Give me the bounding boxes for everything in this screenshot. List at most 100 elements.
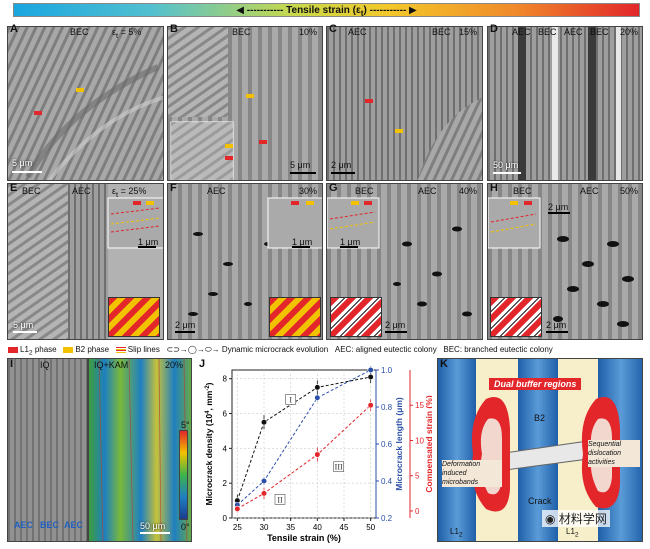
panel-g-scale-label: 2 μm [385, 320, 406, 330]
series-I-label: I [289, 395, 292, 404]
series-I-point [367, 373, 374, 381]
x-tick-label: 50 [366, 523, 375, 532]
strain-arrow-right-icon: ----------- ▶ [366, 5, 417, 16]
panel-h-phase-schematic [490, 297, 542, 337]
panel-c-strain: 15% [459, 27, 478, 37]
panel-g-phase-schematic [330, 297, 382, 337]
left-axis-label-part: Microcrack density (10 [204, 414, 214, 506]
panel-e-letter: E [10, 182, 18, 194]
panel-f-inset-scalebar [292, 246, 310, 248]
panel-i-iqkam-title: IQ+KAM [94, 360, 129, 370]
dual-buffer-title: Dual buffer regions [489, 378, 582, 390]
series-I-line [236, 376, 371, 501]
tensile-strain-bar: ◀ ----------- Tensile strain (εt) ------… [13, 3, 640, 18]
b2-marker [76, 88, 84, 92]
panel-f-image [168, 184, 322, 339]
panel-e-inset-scale-label: 1 μm [138, 237, 159, 247]
l12-marker [365, 99, 373, 103]
panel-e-strain-sub: t [116, 189, 119, 199]
panel-i-scale-label: 50 μm [140, 521, 166, 531]
panel-g-inset-scale-label: 1 μm [340, 237, 361, 247]
panel-k-l12-left: L12 [450, 527, 463, 539]
panel-h-colony-right: AEC [580, 186, 599, 196]
l12-marker [225, 156, 233, 160]
panel-a-scale-label: 5 μm [12, 158, 33, 168]
legend-l12: L1 [20, 345, 29, 354]
right1-axis-label: Microcrack length (μm) [394, 397, 404, 491]
panel-c-letter: C [329, 23, 337, 35]
left-tick-label: 2 [223, 479, 228, 488]
panel-e-inset-scalebar [138, 246, 156, 248]
panel-i-label-aec-2: AEC [64, 520, 84, 530]
panel-a-sem [7, 26, 164, 181]
series-II-label-box [274, 494, 286, 505]
strain-bar-title-end: ) [363, 5, 367, 16]
panel-i-iq-title: IQ [40, 360, 50, 370]
panel-d-colony-2: BEC [538, 27, 557, 37]
left-axis-label-part: ) [204, 382, 214, 385]
kam-colorbar-max: 5° [181, 420, 190, 430]
b2-marker [395, 129, 403, 133]
right1-tick-label: 0.2 [381, 514, 393, 523]
panel-g-scalebar [385, 331, 407, 333]
panel-i-strain: 20% [165, 360, 184, 370]
x-tick-label: 40 [313, 523, 322, 532]
x-tick-label: 25 [233, 523, 242, 532]
panel-f-scale-label: 2 μm [175, 320, 196, 330]
l12-marker [34, 111, 42, 115]
panel-k-l12-left-sub: 2 [458, 531, 463, 539]
panel-i-kam-image [89, 359, 191, 541]
panel-h-scale-label: 2 μm [546, 320, 567, 330]
panel-d-colony-1: AEC [512, 27, 531, 37]
panel-k-left-note: Deformation induced microbands [442, 460, 502, 487]
panel-c-sem [326, 26, 483, 181]
strain-arrow-left-icon: ◀ ----------- [236, 5, 287, 16]
microcrack-evolution-icon: ⊂⊃→◯→⬭→ [166, 345, 220, 354]
panel-a-strain: εt = 5% [112, 27, 141, 40]
panel-c-image [327, 27, 482, 180]
series-III-point [234, 505, 241, 512]
panel-b-letter: B [170, 23, 178, 35]
panel-b-strain: 10% [299, 27, 318, 37]
panel-e-colony-right: AEC [72, 186, 91, 196]
legend-slip: Slip lines [127, 345, 160, 354]
panel-b-scale-label: 5 μm [290, 160, 311, 170]
watermark: ◉ 材料学网 [542, 510, 610, 527]
panel-c-scale-label: 2 μm [331, 160, 352, 170]
panel-e-strain: εt = 25% [112, 186, 146, 199]
panel-e-phase-schematic [108, 297, 160, 337]
series-II-label: II [277, 495, 283, 504]
panel-h-inset-scale-label: 2 μm [548, 202, 569, 212]
left-axis-label-part: , mm [204, 390, 214, 410]
right1-tick-label: 0.8 [381, 403, 393, 412]
panel-d-colony-4: BEC [590, 27, 609, 37]
panel-a-strain-value: = 5% [118, 27, 142, 37]
slip-swatch [115, 346, 126, 353]
series-II-point [260, 477, 268, 485]
legend-l12-end: phase [32, 345, 57, 354]
legend-dynamic: Dynamic microcrack evolution [221, 345, 329, 354]
panel-h-letter: H [490, 182, 498, 194]
panel-i-label-bec: BEC [40, 520, 60, 530]
panel-c-colony-right: BEC [432, 27, 451, 37]
x-tick-label: 45 [340, 523, 349, 532]
panel-e-colony-left: BEC [22, 186, 41, 196]
x-axis-label: Tensile strain (%) [267, 533, 341, 543]
l12-marker [259, 140, 267, 144]
right2-tick-label: 5 [415, 472, 420, 481]
panel-f-inset-scale-label: 1 μm [292, 237, 313, 247]
panel-k-l12-left-text: L1 [450, 527, 459, 536]
panel-k-l12-right-sub: 2 [574, 531, 579, 539]
panel-k-b2-label: B2 [534, 413, 546, 423]
right1-tick-label: 1.0 [381, 366, 393, 375]
series-III-label: III [335, 463, 343, 472]
panel-e-scale-label: 5 μm [13, 320, 34, 330]
left-axis-label: Microcrack density (104, mm-2) [204, 382, 214, 505]
panel-k-letter: K [440, 358, 448, 370]
left-tick-label: 0 [223, 514, 228, 523]
panel-e-scalebar [13, 331, 37, 333]
tensile-strain-label: ◀ ----------- Tensile strain (εt) ------… [14, 4, 639, 18]
panel-a-strain-symbol: ε [112, 27, 117, 37]
l12-marker [364, 201, 372, 205]
